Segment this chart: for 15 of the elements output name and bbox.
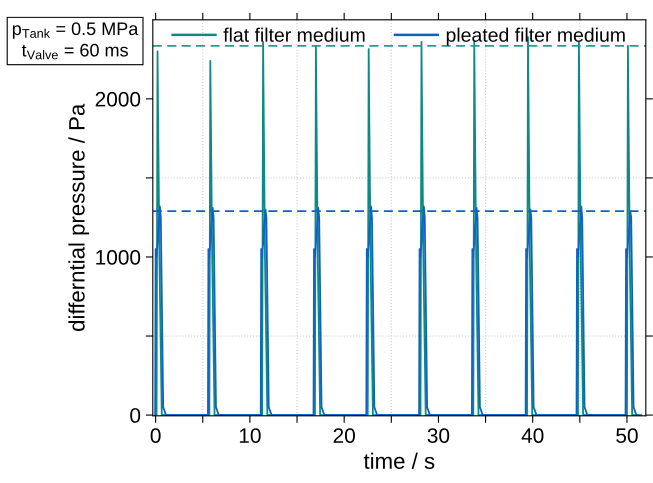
- x-tick-label: 30: [428, 428, 450, 443]
- legend-label: flat filter medium: [223, 28, 365, 42]
- x-tick-label: 20: [334, 428, 355, 443]
- y-tick-label: 1000: [96, 250, 140, 265]
- legend-label: pleated filter medium: [446, 28, 625, 46]
- y-tick-label: 2000: [96, 92, 140, 107]
- x-tick-label: 40: [522, 428, 544, 443]
- x-tick-label: 10: [240, 428, 261, 443]
- x-axis-title: time / s: [364, 452, 434, 469]
- text: t$_{Valve}$ = 60 ms: [22, 44, 128, 60]
- y-axis-title: differntial pressure / Pa: [68, 104, 90, 331]
- text: p$_{Tank}$ = 0.5 MPa: [12, 22, 138, 39]
- x-tick-label: 50: [616, 428, 638, 443]
- x-tick-label: 0: [150, 428, 161, 443]
- y-tick-label: 0: [130, 408, 140, 423]
